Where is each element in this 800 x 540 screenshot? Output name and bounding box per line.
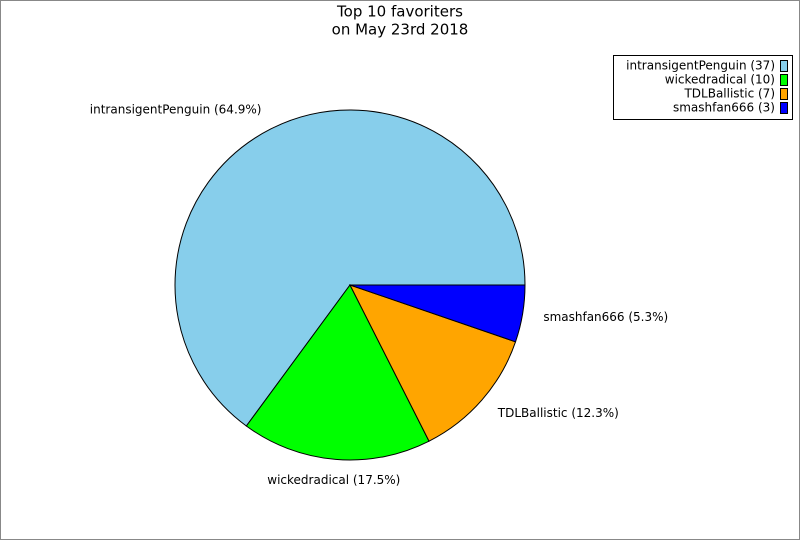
slice-label: TDLBallistic (12.3%) <box>497 406 619 420</box>
pie-slice <box>349 284 526 343</box>
slice-label: smashfan666 (5.3%) <box>543 310 668 324</box>
legend-label: TDLBallistic (7) <box>683 87 775 101</box>
slice-label: wickedradical (17.5%) <box>267 473 400 487</box>
chart-title: Top 10 favoriters <box>336 3 463 21</box>
pie-slice <box>245 284 430 461</box>
legend-swatch <box>780 102 788 114</box>
legend-label: intransigentPenguin (37) <box>626 59 775 73</box>
legend-box <box>613 55 793 120</box>
pie-slice <box>174 109 526 427</box>
chart-subtitle: on May 23rd 2018 <box>332 21 469 39</box>
pie-slice <box>348 284 517 442</box>
legend-swatch <box>780 60 788 72</box>
legend-label: smashfan666 (3) <box>673 101 775 115</box>
legend-swatch <box>780 74 788 86</box>
legend-label: wickedradical (10) <box>665 73 775 87</box>
slice-label: intransigentPenguin (64.9%) <box>90 103 262 117</box>
legend-swatch <box>780 88 788 100</box>
